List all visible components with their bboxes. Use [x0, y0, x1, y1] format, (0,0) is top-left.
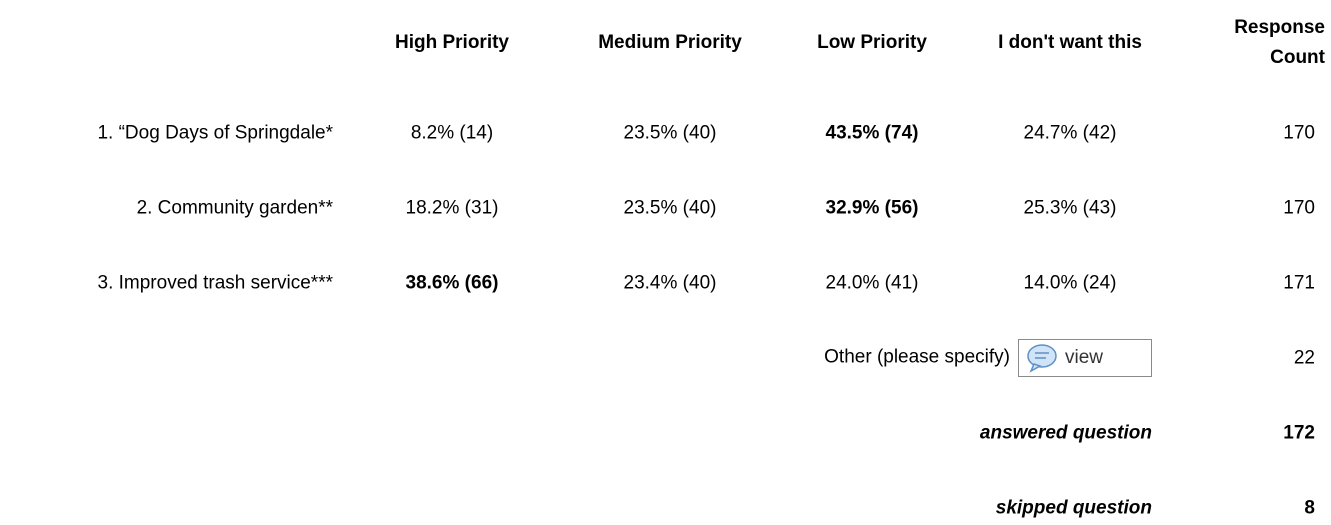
cell: 25.3% (43)	[1023, 197, 1117, 219]
row-label: 2. Community garden**	[136, 197, 333, 219]
comment-icon	[1027, 344, 1057, 373]
cell: 24.7% (42)	[1023, 122, 1117, 144]
response-count: 170	[1283, 122, 1315, 144]
view-button[interactable]: view	[1018, 339, 1152, 377]
other-label: Other (please specify)	[824, 346, 1010, 368]
column-header: Response Count	[1234, 17, 1325, 68]
cell: 8.2% (14)	[410, 122, 494, 144]
cell: 38.6% (66)	[405, 272, 499, 294]
cell: 23.5% (40)	[623, 122, 717, 144]
response-count: 170	[1283, 197, 1315, 219]
answered-count: 172	[1283, 422, 1315, 444]
column-header: I don't want this	[998, 32, 1142, 53]
other-count: 22	[1293, 347, 1315, 369]
response-count: 171	[1283, 272, 1315, 294]
answered-label: answered question	[979, 422, 1152, 444]
cell: 23.5% (40)	[623, 197, 717, 219]
button-label: view	[1065, 347, 1104, 368]
column-header: High Priority	[394, 32, 509, 53]
row-label: 3. Improved trash service***	[97, 272, 334, 294]
column-header: Medium Priority	[598, 32, 742, 53]
cell: 23.4% (40)	[623, 272, 717, 294]
row-label: 1. “Dog Days of Springdale*	[97, 122, 333, 144]
column-header: Low Priority	[817, 32, 927, 53]
skipped-count: 8	[1304, 497, 1315, 519]
cell: 43.5% (74)	[825, 122, 919, 144]
cell: 14.0% (24)	[1023, 272, 1117, 294]
skipped-label: skipped question	[995, 497, 1152, 519]
cell: 24.0% (41)	[825, 272, 919, 294]
cell: 18.2% (31)	[405, 197, 499, 219]
cell: 32.9% (56)	[825, 197, 919, 219]
